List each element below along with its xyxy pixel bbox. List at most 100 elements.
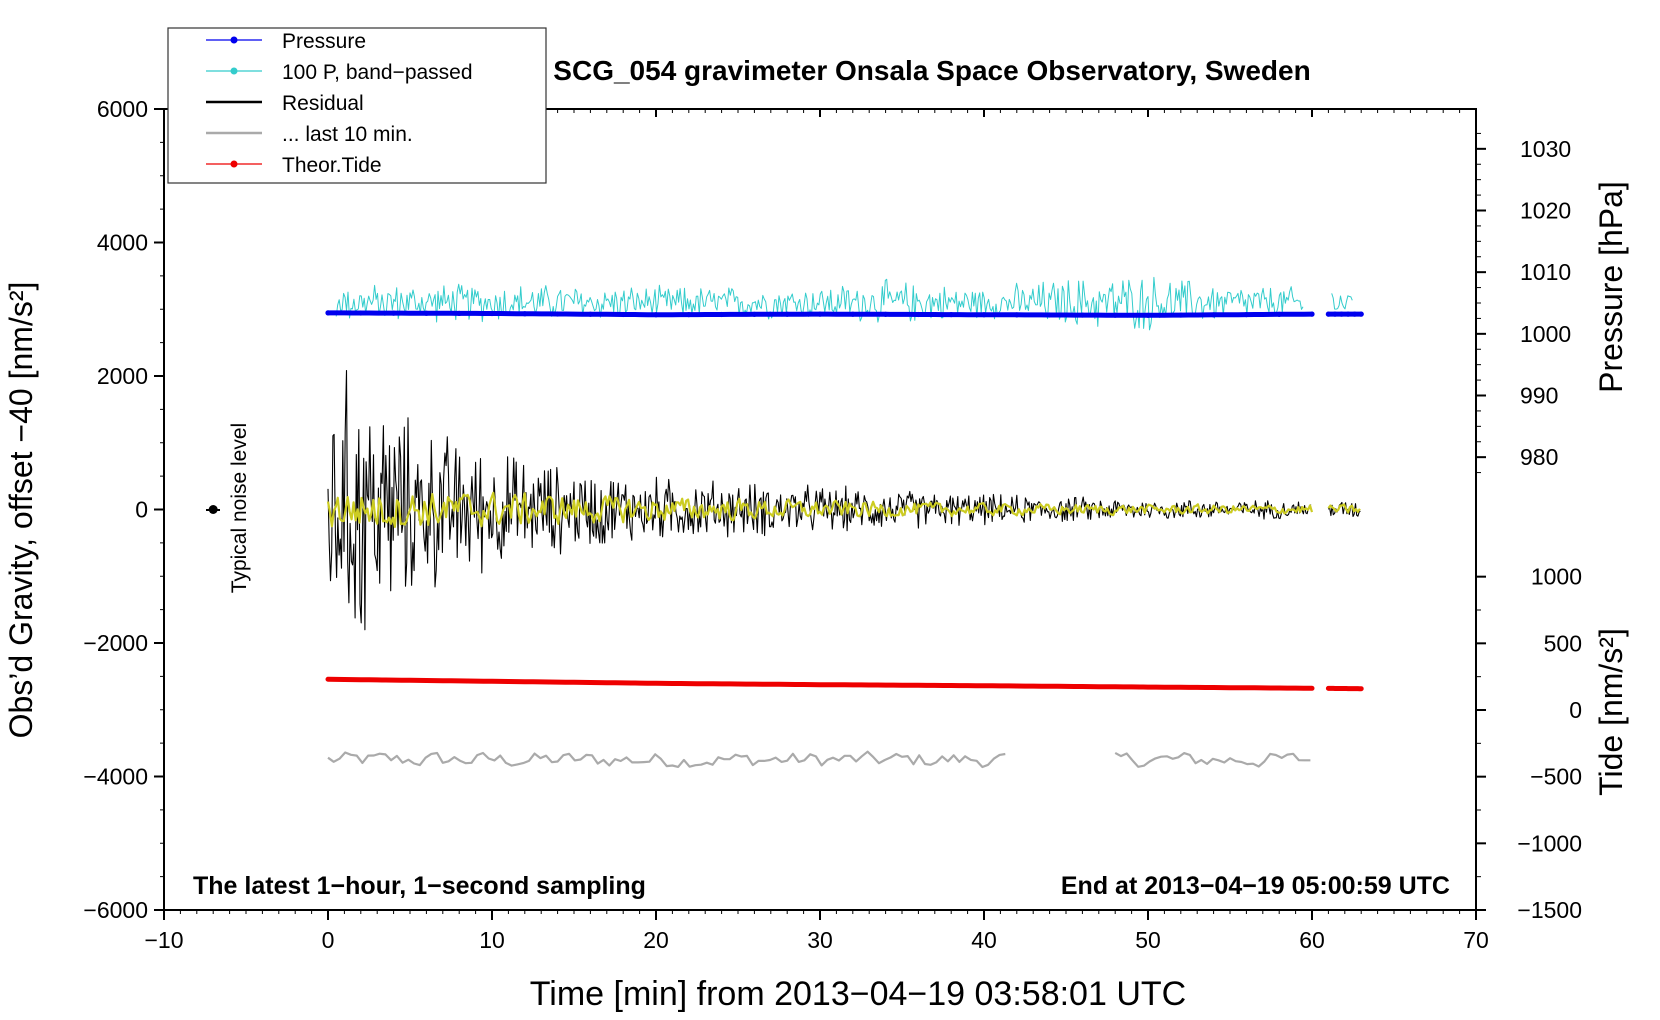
y-left-tick-label: 4000 bbox=[97, 230, 148, 256]
pressure-marker bbox=[686, 311, 692, 318]
series--last-10-min- bbox=[327, 750, 1311, 769]
series-line bbox=[1327, 503, 1361, 514]
x-tick-label: 30 bbox=[807, 927, 833, 953]
noise-level-marker bbox=[206, 505, 220, 514]
y-pressure-tick-label: 1030 bbox=[1520, 136, 1571, 162]
series-line bbox=[326, 491, 1314, 528]
y-axis-pressure-label: Pressure [hPa] bbox=[1593, 181, 1629, 393]
annotation-bottom-right: End at 2013−04−19 05:00:59 UTC bbox=[1061, 872, 1450, 900]
series-line bbox=[325, 676, 1315, 691]
y-left-tick-label: 2000 bbox=[97, 363, 148, 389]
series-line bbox=[327, 750, 1006, 769]
pressure-marker bbox=[1243, 311, 1249, 318]
y-tide-tick-label: −1500 bbox=[1517, 897, 1582, 923]
y-left-tick-label: −6000 bbox=[83, 897, 148, 923]
annotation-bottom-left: The latest 1−hour, 1−second sampling bbox=[193, 872, 646, 900]
legend: Pressure 100 P, band−passed Residual ... la… bbox=[167, 27, 547, 184]
pressure-marker bbox=[784, 311, 790, 317]
y-axis-pressure: 1030 1020 1010 1000 990 980 bbox=[1476, 132, 1571, 474]
pressure-marker bbox=[522, 311, 528, 317]
legend-label: Theor.Tide bbox=[282, 154, 382, 177]
pressure-marker bbox=[1211, 312, 1217, 318]
y-pressure-tick-label: 1000 bbox=[1520, 321, 1571, 347]
series-line bbox=[335, 276, 1304, 331]
pressure-marker bbox=[1276, 311, 1282, 317]
pressure-marker bbox=[391, 310, 397, 316]
legend-marker bbox=[230, 160, 238, 168]
legend-marker bbox=[230, 67, 238, 75]
pressure-marker bbox=[751, 311, 758, 317]
x-tick-label: 50 bbox=[1135, 927, 1161, 953]
pressure-marker bbox=[948, 311, 954, 318]
pressure-marker bbox=[883, 311, 889, 317]
y-left-tick-label: 0 bbox=[135, 497, 148, 523]
pressure-marker bbox=[423, 310, 429, 316]
y-left-tick-label: −4000 bbox=[83, 764, 148, 790]
noise-level-label: Typical noise level bbox=[228, 423, 251, 593]
x-tick-label: 70 bbox=[1463, 927, 1489, 953]
x-tick-label: 10 bbox=[479, 927, 505, 953]
y-pressure-tick-label: 980 bbox=[1520, 444, 1558, 470]
legend-label: Pressure bbox=[282, 30, 366, 53]
series-line bbox=[1331, 293, 1353, 310]
pressure-marker bbox=[1112, 312, 1118, 318]
pressure-marker bbox=[915, 311, 922, 318]
legend-marker bbox=[230, 36, 238, 44]
series-100-p-band-passed bbox=[335, 276, 1353, 331]
y-left-tick-label: 6000 bbox=[97, 96, 148, 122]
series-pressure bbox=[325, 310, 1364, 318]
legend-label: 100 P, band−passed bbox=[282, 61, 473, 84]
pressure-marker bbox=[587, 311, 594, 317]
pressure-marker bbox=[489, 310, 495, 317]
y-axis-left-label-main: Obs’d Gravity, offset −40 [nm/s²] bbox=[3, 282, 39, 739]
pressure-marker bbox=[1047, 312, 1053, 318]
pressure-marker bbox=[653, 312, 659, 318]
y-left-tick-label: −2000 bbox=[83, 630, 148, 656]
pressure-marker bbox=[1309, 311, 1315, 317]
x-axis-label: Time [min] from 2013−04−19 03:58:01 UTC bbox=[530, 975, 1186, 1013]
y-tide-tick-label: 500 bbox=[1544, 630, 1582, 656]
pressure-marker bbox=[817, 311, 823, 317]
series-line bbox=[1114, 751, 1311, 768]
pressure-marker bbox=[555, 311, 561, 317]
x-tick-label: 0 bbox=[322, 927, 335, 953]
legend-entries: Pressure 100 P, band−passed Residual ... la… bbox=[206, 30, 473, 177]
series-theor-tide bbox=[325, 676, 1364, 692]
pressure-marker bbox=[358, 310, 364, 316]
pressure-marker bbox=[456, 310, 462, 316]
pressure-marker bbox=[325, 310, 331, 316]
legend-label: Residual bbox=[282, 92, 364, 115]
legend-label: ... last 10 min. bbox=[282, 123, 413, 146]
pressure-marker bbox=[620, 311, 626, 318]
y-axis-tide: 1000 500 0 −500 −1000 −1500 bbox=[1476, 564, 1582, 923]
series-residual-smoothed- bbox=[326, 491, 1361, 528]
y-pressure-tick-label: 1010 bbox=[1520, 259, 1571, 285]
y-tide-tick-label: −1000 bbox=[1517, 830, 1582, 856]
y-tide-tick-label: 0 bbox=[1569, 697, 1582, 723]
x-tick-label: 60 bbox=[1299, 927, 1325, 953]
pressure-marker bbox=[850, 311, 856, 317]
pressure-marker bbox=[1325, 311, 1331, 317]
pressure-marker bbox=[719, 311, 725, 318]
series-layer bbox=[325, 276, 1364, 769]
y-tide-tick-label: −500 bbox=[1530, 764, 1582, 790]
x-tick-label: −10 bbox=[144, 927, 183, 953]
pressure-marker bbox=[1352, 311, 1358, 317]
x-tick-label: 20 bbox=[643, 927, 669, 953]
y-tide-tick-label: 1000 bbox=[1531, 564, 1582, 590]
pressure-marker bbox=[1358, 311, 1364, 317]
pressure-marker bbox=[1178, 312, 1184, 318]
y-pressure-tick-label: 990 bbox=[1520, 383, 1558, 409]
pressure-marker bbox=[981, 312, 987, 318]
chart-title: SCG_054 gravimeter Onsala Space Observat… bbox=[553, 55, 1310, 86]
y-axis-left: 6000 4000 2000 0 −2000 −4000 −6000 bbox=[83, 96, 164, 923]
pressure-marker bbox=[1145, 312, 1151, 318]
legend-box bbox=[167, 27, 547, 184]
pressure-marker bbox=[1014, 312, 1020, 318]
x-tick-label: 40 bbox=[971, 927, 997, 953]
pressure-marker bbox=[1345, 311, 1351, 317]
y-axis-tide-label: Tide [nm/s²] bbox=[1593, 628, 1629, 796]
pressure-marker bbox=[1338, 311, 1345, 317]
y-pressure-tick-label: 1020 bbox=[1520, 198, 1571, 224]
